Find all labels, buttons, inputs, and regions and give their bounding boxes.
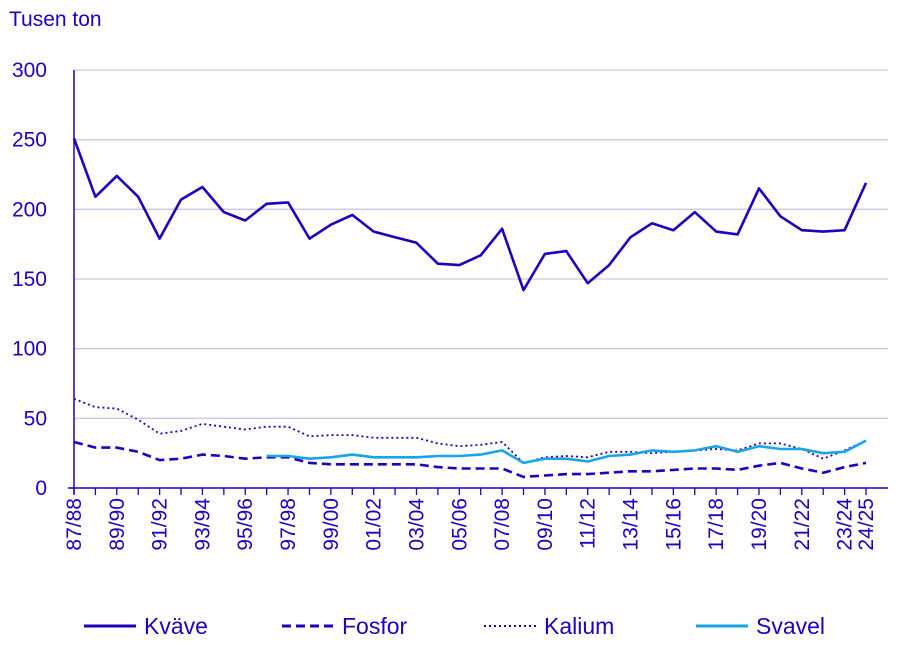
x-tick-label: 91/92 [149, 498, 172, 551]
y-tick-label: 150 [12, 268, 47, 291]
legend-label: Kväve [144, 612, 208, 639]
x-tick-label: 03/04 [405, 498, 428, 551]
x-tick-label: 99/00 [320, 498, 343, 551]
x-tick-label: 19/20 [748, 498, 771, 551]
series-line-kalium [73, 397, 867, 464]
series-line-svavel [266, 439, 867, 465]
x-tick-label: 24/25 [855, 498, 878, 551]
y-tick-label: 0 [35, 477, 47, 500]
x-tick-label: 09/10 [534, 498, 557, 551]
y-tick-label: 300 [12, 59, 47, 82]
x-tick-label: 05/06 [448, 498, 471, 551]
legend-swatch [484, 625, 536, 627]
x-tick-label: 21/22 [791, 498, 814, 551]
x-tick-label: 17/18 [705, 498, 728, 551]
y-axis-unit-label: Tusen ton [9, 8, 102, 31]
x-tick-label: 89/90 [106, 498, 129, 551]
series-line-fosfor [73, 440, 867, 479]
legend-item: Svavel [696, 610, 825, 642]
legend-item: Kväve [84, 610, 208, 642]
x-tick-label: 93/94 [191, 498, 214, 551]
plot-area: 0 50 100 150 200 250 300 87/88 89/90 91/92 93/94 95… [12, 59, 888, 551]
x-tick-label: 07/08 [491, 498, 514, 551]
y-tick-label: 100 [12, 338, 47, 361]
legend: Kväve Fosfor Kalium Svavel [0, 610, 901, 642]
legend-label: Kalium [544, 612, 615, 639]
x-tick-label: 97/98 [277, 498, 300, 551]
x-tick-label: 11/12 [577, 498, 600, 549]
x-tick-label: 15/16 [662, 498, 685, 551]
legend-item: Fosfor [282, 610, 407, 642]
legend-item: Kalium [484, 610, 614, 642]
x-tick-label: 23/24 [834, 498, 857, 551]
legend-swatch [696, 624, 748, 628]
y-tick-label: 50 [24, 407, 47, 430]
x-tick-label: 13/14 [620, 498, 643, 551]
y-tick-label: 250 [12, 129, 47, 152]
legend-swatch [84, 624, 136, 628]
legend-label: Svavel [756, 612, 826, 639]
x-tick-label: 01/02 [363, 498, 386, 551]
series-line-kväve [72, 137, 868, 292]
x-tick-label: 95/96 [234, 498, 257, 551]
y-tick-label: 200 [12, 198, 47, 221]
legend-swatch [282, 624, 334, 628]
x-tick-label: 87/88 [63, 498, 86, 551]
legend-label: Fosfor [342, 612, 408, 639]
